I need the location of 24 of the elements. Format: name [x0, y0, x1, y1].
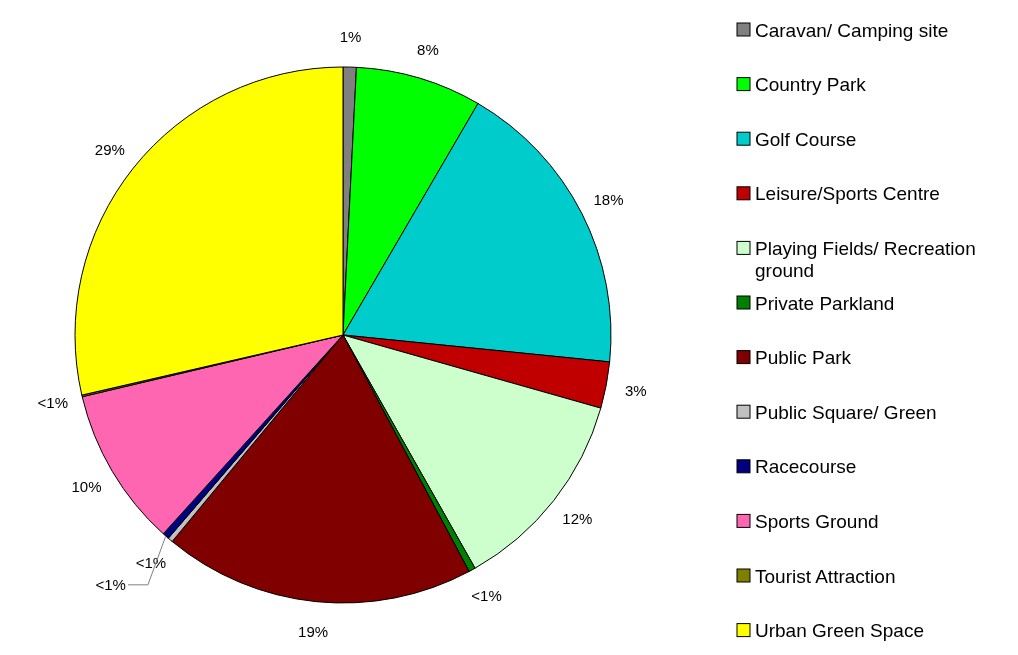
data-label: <1% [135, 554, 167, 572]
data-label: 3% [624, 382, 647, 400]
legend-label: Playing Fields/ Recreation ground [755, 238, 976, 281]
data-label: 19% [298, 622, 329, 640]
data-label: 12% [562, 510, 593, 528]
legend-label: Racecourse [755, 456, 857, 478]
legend-label: Golf Course [755, 128, 857, 150]
data-label: <1% [95, 576, 126, 594]
legend-label: Public Park [755, 347, 852, 369]
data-label: 29% [94, 140, 125, 158]
legend-label: Caravan/ Camping site [755, 19, 949, 41]
legend-label: Sports Ground [755, 511, 879, 533]
data-label: 18% [593, 190, 624, 208]
data-label: 8% [417, 40, 439, 58]
data-label: <1% [37, 393, 69, 411]
data-label: 10% [71, 477, 102, 495]
legend-label: Private Parkland [755, 292, 895, 314]
legend-label: Leisure/Sports Centre [755, 183, 940, 205]
legend-label: Country Park [755, 74, 867, 96]
data-label: <1% [471, 587, 502, 605]
legend-label: Urban Green Space [755, 620, 924, 642]
legend-label: Public Square/ Green [755, 401, 937, 423]
legend-label: Tourist Attraction [755, 565, 896, 587]
data-label: 1% [339, 28, 362, 46]
